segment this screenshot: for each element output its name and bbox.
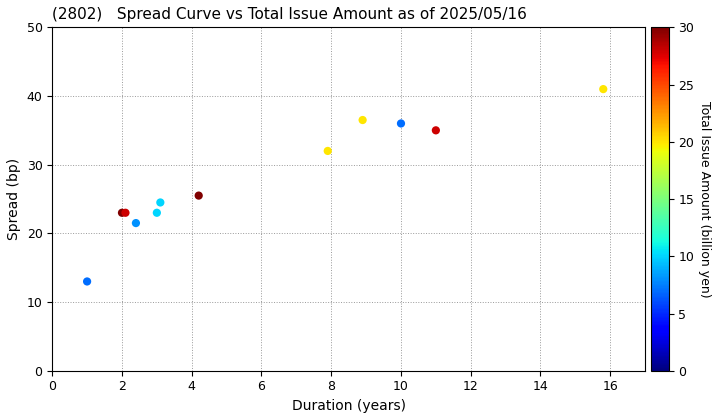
Text: (2802)   Spread Curve vs Total Issue Amount as of 2025/05/16: (2802) Spread Curve vs Total Issue Amoun… [53, 7, 527, 22]
Point [81, 278, 93, 285]
Point [193, 192, 204, 199]
Point [120, 210, 131, 216]
Point [130, 220, 142, 226]
Point [155, 199, 166, 206]
Y-axis label: Total Issue Amount (billion yen): Total Issue Amount (billion yen) [698, 101, 711, 297]
Point [430, 127, 441, 134]
Point [116, 210, 127, 216]
Point [357, 117, 369, 123]
Point [598, 86, 609, 92]
Y-axis label: Spread (bp): Spread (bp) [7, 158, 21, 240]
Point [322, 147, 333, 154]
Point [151, 210, 163, 216]
X-axis label: Duration (years): Duration (years) [292, 399, 405, 413]
Point [395, 120, 407, 127]
